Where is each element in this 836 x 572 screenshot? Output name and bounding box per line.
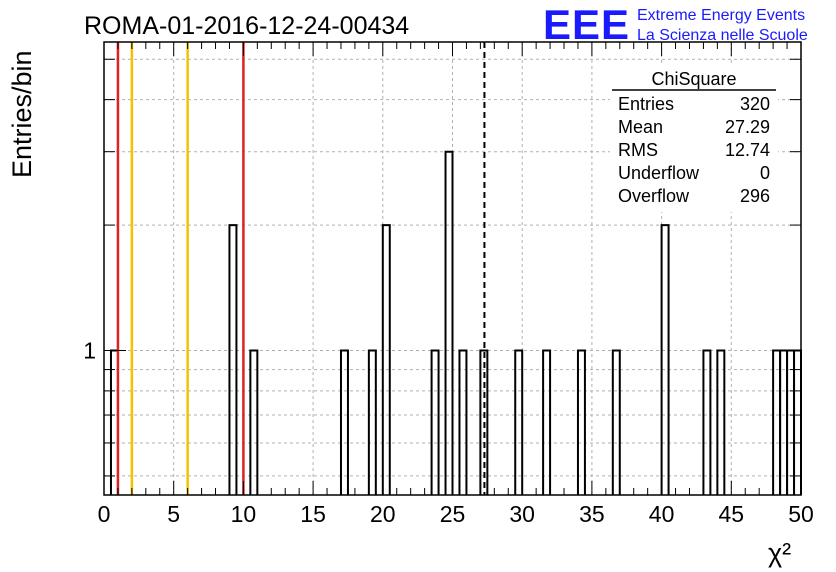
stats-row-label: Mean xyxy=(618,117,663,137)
reference-lines xyxy=(116,42,486,495)
histogram-bar xyxy=(772,349,782,495)
stats-row-label: Entries xyxy=(618,94,674,114)
histogram-bar xyxy=(228,224,238,495)
x-axis-label: χ² xyxy=(768,538,791,568)
histogram-bar xyxy=(542,349,552,495)
histogram-bar xyxy=(716,349,726,495)
x-tick-label: 50 xyxy=(788,501,814,527)
stats-row-value: 0 xyxy=(760,163,770,183)
histogram-bar xyxy=(458,349,468,495)
histogram-bar xyxy=(444,150,454,495)
eee-logo-mark: EEE xyxy=(543,1,630,48)
stats-row-value: 27.29 xyxy=(725,117,770,137)
stats-row-label: Overflow xyxy=(618,186,690,206)
x-tick-label: 30 xyxy=(509,501,535,527)
histogram-bar xyxy=(611,349,621,495)
stats-rows: Entries 320 Mean 27.29 RMS 12.74 Underflow 0 Ove… xyxy=(618,94,770,206)
y-axis-label: Entries/bin xyxy=(7,50,37,178)
x-tick-label: 10 xyxy=(231,501,257,527)
x-tick-label: 45 xyxy=(719,501,745,527)
histogram-bar xyxy=(381,224,391,495)
histogram-bar xyxy=(339,349,349,495)
eee-logo-line2: La Scienza nelle Scuole xyxy=(637,27,808,44)
histogram-bar xyxy=(249,349,259,495)
x-tick-label: 25 xyxy=(440,501,466,527)
x-tick-label: 0 xyxy=(98,501,111,527)
chart-title: ROMA-01-2016-12-24-00434 xyxy=(84,12,409,40)
x-tick-label: 20 xyxy=(370,501,396,527)
histogram-bar xyxy=(430,349,440,495)
x-tick-label: 35 xyxy=(579,501,605,527)
stats-row-value: 296 xyxy=(740,186,770,206)
histogram-bar xyxy=(660,224,670,495)
y-tick-labels: 1 xyxy=(83,337,96,363)
histogram-bar xyxy=(779,349,789,495)
histogram-bar xyxy=(786,349,796,495)
x-tick-label: 15 xyxy=(300,501,326,527)
stats-row-value: 320 xyxy=(740,94,770,114)
axis-ticks xyxy=(103,42,802,495)
x-tick-label: 5 xyxy=(167,501,180,527)
stats-row-value: 12.74 xyxy=(725,140,770,160)
stats-box: ChiSquare Entries 320 Mean 27.29 RMS 12.74 Und… xyxy=(610,66,778,212)
eee-logo: EEE Extreme Energy Events La Scienza nel… xyxy=(543,1,808,48)
histogram-bar xyxy=(367,349,377,495)
histogram-bars xyxy=(109,150,802,495)
histogram-bar xyxy=(514,349,524,495)
stats-box-title: ChiSquare xyxy=(651,69,736,89)
histogram-bar xyxy=(576,349,586,495)
histogram-bar xyxy=(793,349,802,495)
y-tick-label: 1 xyxy=(83,337,96,363)
histogram-bar xyxy=(702,349,712,495)
histogram-bar xyxy=(479,349,489,495)
stats-row-label: Underflow xyxy=(618,163,700,183)
eee-logo-line1: Extreme Energy Events xyxy=(637,7,805,24)
x-tick-labels: 0 5 10 15 20 25 30 35 40 45 50 xyxy=(98,501,814,527)
stats-row-label: RMS xyxy=(618,140,658,160)
x-tick-label: 40 xyxy=(649,501,675,527)
